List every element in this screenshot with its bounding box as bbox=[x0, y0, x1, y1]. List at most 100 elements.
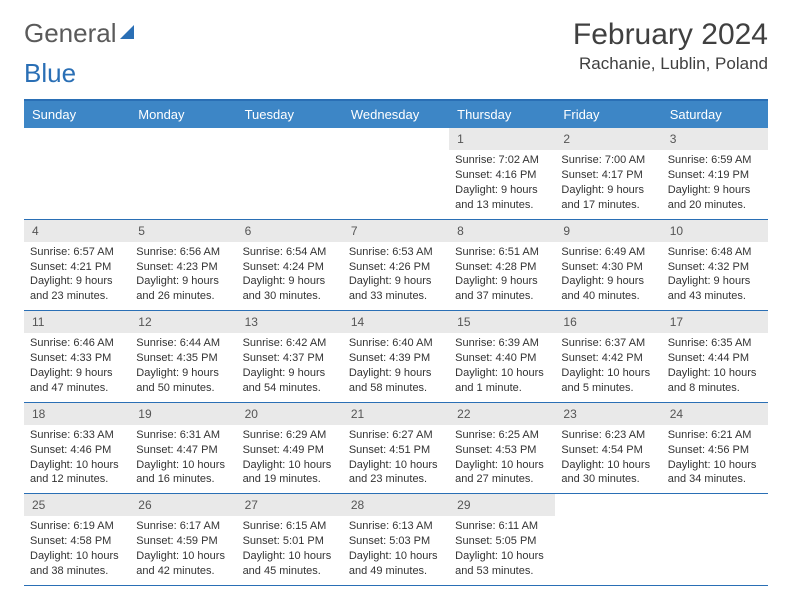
weekday-header: Saturday bbox=[662, 101, 768, 128]
sunset-text: Sunset: 4:19 PM bbox=[668, 168, 762, 183]
calendar-cell: 8 Sunrise: 6:51 AMSunset: 4:28 PMDaylight… bbox=[449, 220, 555, 312]
sunset-text: Sunset: 4:40 PM bbox=[455, 351, 549, 366]
sunrise-text: Sunrise: 6:42 AM bbox=[243, 336, 337, 351]
daylight-text: Daylight: 10 hours and 45 minutes. bbox=[243, 549, 337, 579]
day-number: 6 bbox=[237, 220, 343, 242]
daylight-text: Daylight: 10 hours and 38 minutes. bbox=[30, 549, 124, 579]
calendar-cell: 16Sunrise: 6:37 AMSunset: 4:42 PMDayligh… bbox=[555, 311, 661, 403]
sunset-text: Sunset: 4:46 PM bbox=[30, 443, 124, 458]
day-number: 8 bbox=[449, 220, 555, 242]
day-number: 12 bbox=[130, 311, 236, 333]
sunrise-text: Sunrise: 6:51 AM bbox=[455, 245, 549, 260]
calendar-cell: 13 Sunrise: 6:42 AMSunset: 4:37 PMDayligh… bbox=[237, 311, 343, 403]
day-number: 14 bbox=[343, 311, 449, 333]
weekday-header: Thursday bbox=[449, 101, 555, 128]
day-number: 4 bbox=[24, 220, 130, 242]
daylight-text: Daylight: 9 hours and 17 minutes. bbox=[561, 183, 655, 213]
sunrise-text: Sunrise: 6:17 AM bbox=[136, 519, 230, 534]
sunset-text: Sunset: 4:59 PM bbox=[136, 534, 230, 549]
daylight-text: Daylight: 10 hours and 42 minutes. bbox=[136, 549, 230, 579]
daylight-text: Daylight: 9 hours and 20 minutes. bbox=[668, 183, 762, 213]
sunset-text: Sunset: 4:23 PM bbox=[136, 260, 230, 275]
calendar-cell: 2Sunrise: 7:00 AMSunset: 4:17 PMDaylight… bbox=[555, 128, 661, 220]
daylight-text: Daylight: 10 hours and 27 minutes. bbox=[455, 458, 549, 488]
day-number: 7 bbox=[343, 220, 449, 242]
day-number: 23 bbox=[555, 403, 661, 425]
day-number: 18 bbox=[24, 403, 130, 425]
logo-mark-icon bbox=[120, 25, 134, 39]
sunset-text: Sunset: 4:47 PM bbox=[136, 443, 230, 458]
sunset-text: Sunset: 4:51 PM bbox=[349, 443, 443, 458]
sunset-text: Sunset: 5:03 PM bbox=[349, 534, 443, 549]
calendar-cell: 20Sunrise: 6:29 AMSunset: 4:49 PMDayligh… bbox=[237, 403, 343, 495]
sunset-text: Sunset: 4:32 PM bbox=[668, 260, 762, 275]
daylight-text: Daylight: 9 hours and 37 minutes. bbox=[455, 274, 549, 304]
title-block: February 2024 Rachanie, Lublin, Poland bbox=[573, 18, 768, 74]
sunset-text: Sunset: 4:17 PM bbox=[561, 168, 655, 183]
calendar-cell: 22Sunrise: 6:25 AMSunset: 4:53 PMDayligh… bbox=[449, 403, 555, 495]
calendar-cell: 19Sunrise: 6:31 AMSunset: 4:47 PMDayligh… bbox=[130, 403, 236, 495]
sunrise-text: Sunrise: 6:11 AM bbox=[455, 519, 549, 534]
daylight-text: Daylight: 10 hours and 23 minutes. bbox=[349, 458, 443, 488]
calendar-cell: 9Sunrise: 6:49 AMSunset: 4:30 PMDaylight… bbox=[555, 220, 661, 312]
sunrise-text: Sunrise: 6:49 AM bbox=[561, 245, 655, 260]
calendar-cell: 14Sunrise: 6:40 AMSunset: 4:39 PMDayligh… bbox=[343, 311, 449, 403]
day-number: 1 bbox=[449, 128, 555, 150]
sunrise-text: Sunrise: 6:59 AM bbox=[668, 153, 762, 168]
sunrise-text: Sunrise: 6:13 AM bbox=[349, 519, 443, 534]
day-number: 17 bbox=[662, 311, 768, 333]
calendar-cell: 28Sunrise: 6:13 AMSunset: 5:03 PMDayligh… bbox=[343, 494, 449, 586]
daylight-text: Daylight: 10 hours and 16 minutes. bbox=[136, 458, 230, 488]
sunset-text: Sunset: 4:37 PM bbox=[243, 351, 337, 366]
daylight-text: Daylight: 9 hours and 33 minutes. bbox=[349, 274, 443, 304]
calendar-cell bbox=[237, 128, 343, 220]
day-number: 26 bbox=[130, 494, 236, 516]
daylight-text: Daylight: 10 hours and 34 minutes. bbox=[668, 458, 762, 488]
sunset-text: Sunset: 4:24 PM bbox=[243, 260, 337, 275]
calendar-cell: 17Sunrise: 6:35 AMSunset: 4:44 PMDayligh… bbox=[662, 311, 768, 403]
sunset-text: Sunset: 4:26 PM bbox=[349, 260, 443, 275]
sunrise-text: Sunrise: 6:31 AM bbox=[136, 428, 230, 443]
calendar-cell: 27Sunrise: 6:15 AMSunset: 5:01 PMDayligh… bbox=[237, 494, 343, 586]
calendar-cell: 12Sunrise: 6:44 AMSunset: 4:35 PMDayligh… bbox=[130, 311, 236, 403]
daylight-text: Daylight: 10 hours and 1 minute. bbox=[455, 366, 549, 396]
sunrise-text: Sunrise: 6:44 AM bbox=[136, 336, 230, 351]
sunset-text: Sunset: 4:53 PM bbox=[455, 443, 549, 458]
daylight-text: Daylight: 9 hours and 30 minutes. bbox=[243, 274, 337, 304]
sunrise-text: Sunrise: 6:23 AM bbox=[561, 428, 655, 443]
daylight-text: Daylight: 10 hours and 30 minutes. bbox=[561, 458, 655, 488]
sunset-text: Sunset: 4:54 PM bbox=[561, 443, 655, 458]
day-number: 13 bbox=[237, 311, 343, 333]
sunset-text: Sunset: 4:28 PM bbox=[455, 260, 549, 275]
calendar-cell: 25 Sunrise: 6:19 AMSunset: 4:58 PMDayligh… bbox=[24, 494, 130, 586]
calendar-cell: 18Sunrise: 6:33 AMSunset: 4:46 PMDayligh… bbox=[24, 403, 130, 495]
page-title: February 2024 bbox=[573, 18, 768, 52]
calendar-body: 1Sunrise: 7:02 AMSunset: 4:16 PMDaylight… bbox=[24, 128, 768, 586]
sunrise-text: Sunrise: 6:19 AM bbox=[30, 519, 124, 534]
calendar-cell: 11Sunrise: 6:46 AMSunset: 4:33 PMDayligh… bbox=[24, 311, 130, 403]
sunrise-text: Sunrise: 6:27 AM bbox=[349, 428, 443, 443]
sunset-text: Sunset: 4:39 PM bbox=[349, 351, 443, 366]
calendar-cell bbox=[130, 128, 236, 220]
day-number: 11 bbox=[24, 311, 130, 333]
daylight-text: Daylight: 10 hours and 53 minutes. bbox=[455, 549, 549, 579]
sunset-text: Sunset: 4:33 PM bbox=[30, 351, 124, 366]
sunset-text: Sunset: 4:30 PM bbox=[561, 260, 655, 275]
sunrise-text: Sunrise: 6:54 AM bbox=[243, 245, 337, 260]
daylight-text: Daylight: 9 hours and 23 minutes. bbox=[30, 274, 124, 304]
calendar: Sunday Monday Tuesday Wednesday Thursday… bbox=[24, 99, 768, 586]
day-number: 29 bbox=[449, 494, 555, 516]
sunset-text: Sunset: 4:58 PM bbox=[30, 534, 124, 549]
sunrise-text: Sunrise: 6:56 AM bbox=[136, 245, 230, 260]
weekday-header: Wednesday bbox=[343, 101, 449, 128]
daylight-text: Daylight: 9 hours and 54 minutes. bbox=[243, 366, 337, 396]
location-text: Rachanie, Lublin, Poland bbox=[573, 54, 768, 74]
sunrise-text: Sunrise: 6:21 AM bbox=[668, 428, 762, 443]
calendar-header-row: Sunday Monday Tuesday Wednesday Thursday… bbox=[24, 101, 768, 128]
sunset-text: Sunset: 4:49 PM bbox=[243, 443, 337, 458]
sunrise-text: Sunrise: 6:37 AM bbox=[561, 336, 655, 351]
sunset-text: Sunset: 4:16 PM bbox=[455, 168, 549, 183]
day-number: 25 bbox=[24, 494, 130, 516]
sunset-text: Sunset: 5:01 PM bbox=[243, 534, 337, 549]
calendar-cell bbox=[555, 494, 661, 586]
